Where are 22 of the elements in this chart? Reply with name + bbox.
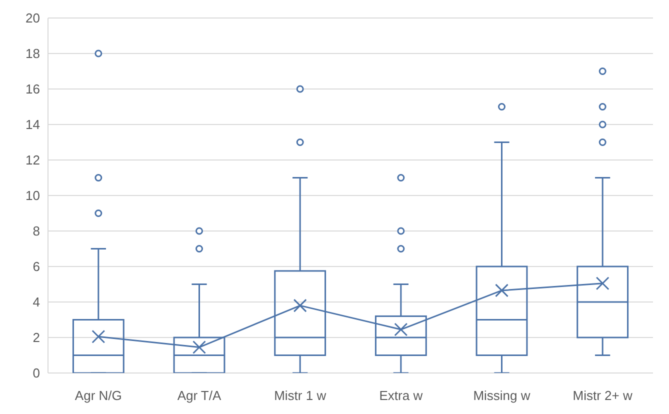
y-tick-label: 2 bbox=[32, 330, 40, 346]
x-tick-label: Agr T/A bbox=[177, 388, 222, 404]
point bbox=[192, 340, 206, 354]
y-tick-label: 4 bbox=[32, 294, 40, 310]
point bbox=[596, 276, 610, 290]
y-tick-label: 0 bbox=[32, 366, 40, 381]
point bbox=[495, 284, 508, 298]
y-tick-label: 10 bbox=[26, 188, 40, 204]
x-tick-label: Agr N/G bbox=[74, 388, 122, 404]
y-tick-label: 12 bbox=[26, 152, 40, 168]
y-tick-label: 20 bbox=[26, 10, 40, 26]
y-tick-label: 8 bbox=[32, 224, 40, 239]
x-tick-label: Mistr 1 w bbox=[274, 388, 327, 404]
y-tick-label: 16 bbox=[26, 82, 40, 97]
point bbox=[92, 330, 106, 344]
y-tick-label: 6 bbox=[32, 259, 40, 274]
x-tick-label: Mistr 2+ w bbox=[572, 388, 633, 404]
x-tick-label: Extra w bbox=[379, 388, 424, 404]
y-tick-label: 18 bbox=[26, 46, 40, 62]
y-tick-label: 14 bbox=[26, 117, 40, 132]
point bbox=[293, 298, 307, 312]
x-tick-label: Missing w bbox=[473, 388, 531, 404]
